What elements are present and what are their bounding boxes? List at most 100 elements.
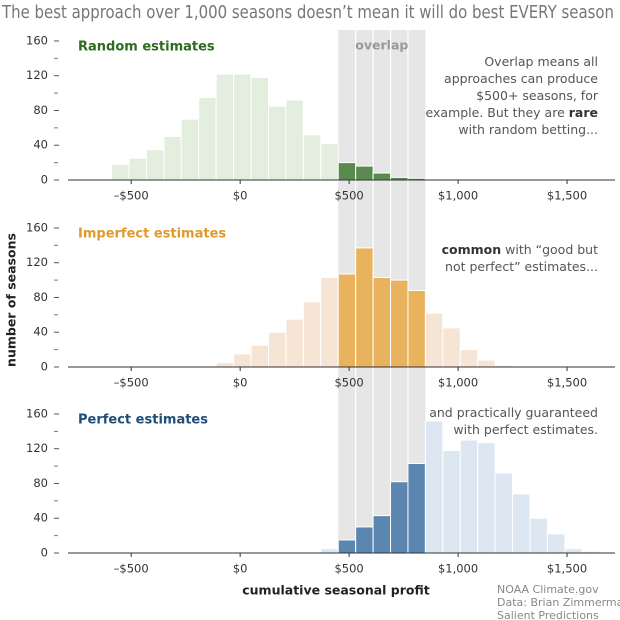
histogram-bar xyxy=(442,327,461,368)
histogram-bar xyxy=(320,143,339,181)
histogram-bar xyxy=(285,318,304,368)
histogram-bar xyxy=(267,331,287,368)
x-tick-label: $0 xyxy=(233,189,248,203)
histogram-bar xyxy=(145,149,165,181)
histogram-bar xyxy=(372,172,392,181)
histogram-bar xyxy=(442,449,461,554)
overlap-band xyxy=(338,30,426,222)
credit: Salient Predictions xyxy=(497,609,599,620)
annotation: example. But they are rare xyxy=(426,105,598,120)
annotation-segment: $500+ seasons, for xyxy=(476,88,599,103)
histogram-bar xyxy=(302,134,322,181)
histogram-bar xyxy=(198,96,217,181)
histogram-bar xyxy=(233,73,252,181)
annotation-segment: approaches can produce xyxy=(444,71,598,86)
histogram-bar xyxy=(337,273,357,368)
histogram-bar xyxy=(424,312,444,368)
histogram-bar xyxy=(372,515,392,554)
overlap-label: overlap xyxy=(355,38,408,53)
x-tick-label: $1,000 xyxy=(438,376,478,390)
histogram-bar xyxy=(320,276,339,368)
x-tick-label: $1,500 xyxy=(547,376,587,390)
x-tick-label: $500 xyxy=(334,376,363,390)
y-tick-label: 120 xyxy=(26,68,48,82)
histogram-bar xyxy=(250,344,269,368)
x-axis-label: cumulative seasonal profit xyxy=(242,583,430,598)
histogram-bar xyxy=(390,481,409,554)
histogram-bar xyxy=(494,472,514,554)
panel-title: Imperfect estimates xyxy=(78,227,226,242)
histogram-bar xyxy=(285,99,304,181)
annotation: $500+ seasons, for xyxy=(476,88,599,103)
y-tick-label: 0 xyxy=(41,546,48,560)
histogram-bar xyxy=(215,362,235,368)
histogram-bar xyxy=(477,359,496,368)
annotation-segment: rare xyxy=(569,105,598,120)
histogram-bar xyxy=(355,526,374,554)
x-tick-label: $0 xyxy=(233,376,248,390)
y-tick-label: 40 xyxy=(33,325,48,339)
histogram-bar xyxy=(424,420,444,554)
annotation: approaches can produce xyxy=(444,71,598,86)
histogram-bar xyxy=(564,548,583,554)
histogram-bar xyxy=(546,533,566,554)
histogram-bar xyxy=(512,493,531,554)
x-tick-label: –$500 xyxy=(114,376,149,390)
annotation-segment: Overlap means all xyxy=(484,54,598,69)
histogram-bar xyxy=(320,548,339,554)
y-tick-label: 80 xyxy=(33,476,48,490)
histogram-bar xyxy=(337,162,357,181)
annotation: common with “good but xyxy=(442,242,598,257)
annotation: with perfect estimates. xyxy=(453,422,598,437)
annotation-segment: example. But they are xyxy=(426,105,569,120)
x-tick-label: $500 xyxy=(334,562,363,576)
y-tick-label: 80 xyxy=(33,290,48,304)
y-tick-label: 160 xyxy=(26,220,48,234)
histogram-bar xyxy=(302,301,322,368)
histogram-bar xyxy=(407,462,426,554)
histogram-bar xyxy=(233,353,252,368)
annotation: Overlap means all xyxy=(484,54,598,69)
x-tick-label: –$500 xyxy=(114,562,149,576)
y-tick-label: 120 xyxy=(26,255,48,269)
y-axis-label: number of seasons xyxy=(4,233,19,367)
annotation-segment: with random betting... xyxy=(458,122,598,137)
panel-title: Random estimates xyxy=(78,40,215,55)
y-tick-label: 0 xyxy=(41,360,48,374)
annotation: with random betting... xyxy=(458,122,598,137)
histogram-bar xyxy=(337,539,357,554)
credit: Data: Brian Zimmerman, xyxy=(497,596,620,609)
panel-title: Perfect estimates xyxy=(78,413,208,428)
annotation-segment: common xyxy=(442,242,502,257)
x-tick-label: $1,000 xyxy=(438,562,478,576)
histogram-bar xyxy=(267,105,287,181)
histogram-bar xyxy=(407,290,426,368)
annotation: and practically guaranteed xyxy=(429,405,598,420)
annotation-segment: not perfect” estimates... xyxy=(445,259,598,274)
y-tick-label: 40 xyxy=(33,511,48,525)
histogram-bar xyxy=(459,439,479,554)
x-tick-label: $500 xyxy=(334,189,363,203)
histogram-bar xyxy=(111,163,130,181)
x-tick-label: $0 xyxy=(233,562,248,576)
x-tick-label: $1,500 xyxy=(547,189,587,203)
histogram-bar xyxy=(163,136,182,181)
histogram-bar xyxy=(459,349,479,368)
y-tick-label: 40 xyxy=(33,138,48,152)
y-tick-label: 160 xyxy=(26,406,48,420)
histogram-bar xyxy=(355,247,374,368)
histogram-bar xyxy=(529,517,548,554)
annotation-segment: with “good but xyxy=(501,242,598,257)
annotation-segment: with perfect estimates. xyxy=(453,422,598,437)
histogram-bar xyxy=(180,118,200,181)
histogram-bar xyxy=(250,76,269,181)
credit: NOAA Climate.gov xyxy=(497,583,599,596)
histogram-bar xyxy=(477,442,496,554)
y-tick-label: 0 xyxy=(41,173,48,187)
histogram-bar xyxy=(215,73,235,181)
histogram-bar xyxy=(372,276,392,368)
y-tick-label: 160 xyxy=(26,33,48,47)
figure-title: The best approach over 1,000 seasons doe… xyxy=(1,2,614,23)
annotation: not perfect” estimates... xyxy=(445,259,598,274)
